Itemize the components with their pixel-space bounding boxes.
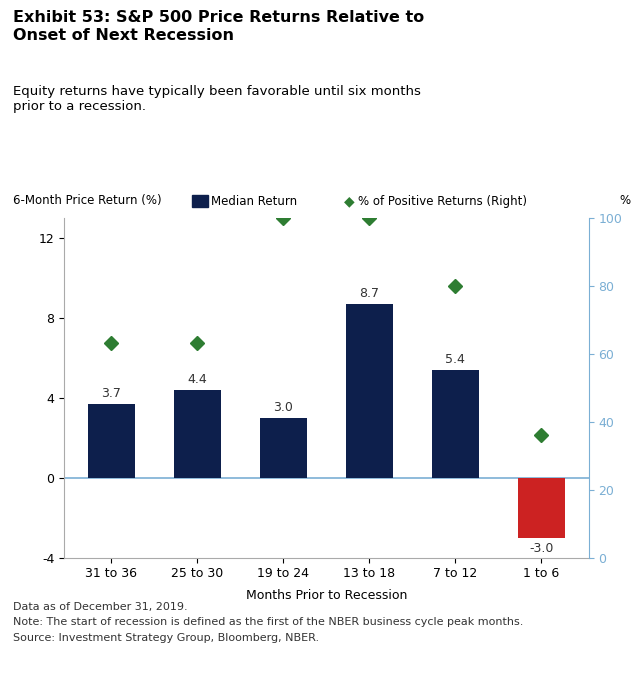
Text: ◆: ◆: [344, 194, 354, 208]
Text: 3.7: 3.7: [102, 387, 122, 400]
Text: 8.7: 8.7: [360, 286, 380, 300]
Text: Exhibit 53: S&P 500 Price Returns Relative to
Onset of Next Recession: Exhibit 53: S&P 500 Price Returns Relati…: [13, 10, 424, 43]
Text: 6-Month Price Return (%): 6-Month Price Return (%): [13, 194, 161, 207]
Text: -3.0: -3.0: [529, 541, 554, 555]
Bar: [260, 418, 307, 477]
Text: % of Positive Returns (Right): % of Positive Returns (Right): [358, 194, 527, 208]
Text: Equity returns have typically been favorable until six months
prior to a recessi: Equity returns have typically been favor…: [13, 85, 420, 113]
Text: 5.4: 5.4: [445, 353, 465, 366]
Text: Median Return: Median Return: [211, 194, 298, 208]
Text: Source: Investment Strategy Group, Bloomberg, NBER.: Source: Investment Strategy Group, Bloom…: [13, 633, 319, 643]
Bar: [88, 404, 135, 477]
Text: 4.4: 4.4: [188, 373, 207, 386]
Text: %: %: [620, 194, 630, 207]
Bar: [432, 370, 479, 477]
Bar: [518, 477, 565, 538]
X-axis label: Months Prior to Recession: Months Prior to Recession: [246, 589, 407, 602]
Text: Data as of December 31, 2019.: Data as of December 31, 2019.: [13, 602, 188, 612]
Text: 3.0: 3.0: [273, 401, 293, 413]
Text: Note: The start of recession is defined as the first of the NBER business cycle : Note: The start of recession is defined …: [13, 617, 523, 628]
Bar: [174, 390, 221, 477]
Bar: [346, 303, 393, 477]
